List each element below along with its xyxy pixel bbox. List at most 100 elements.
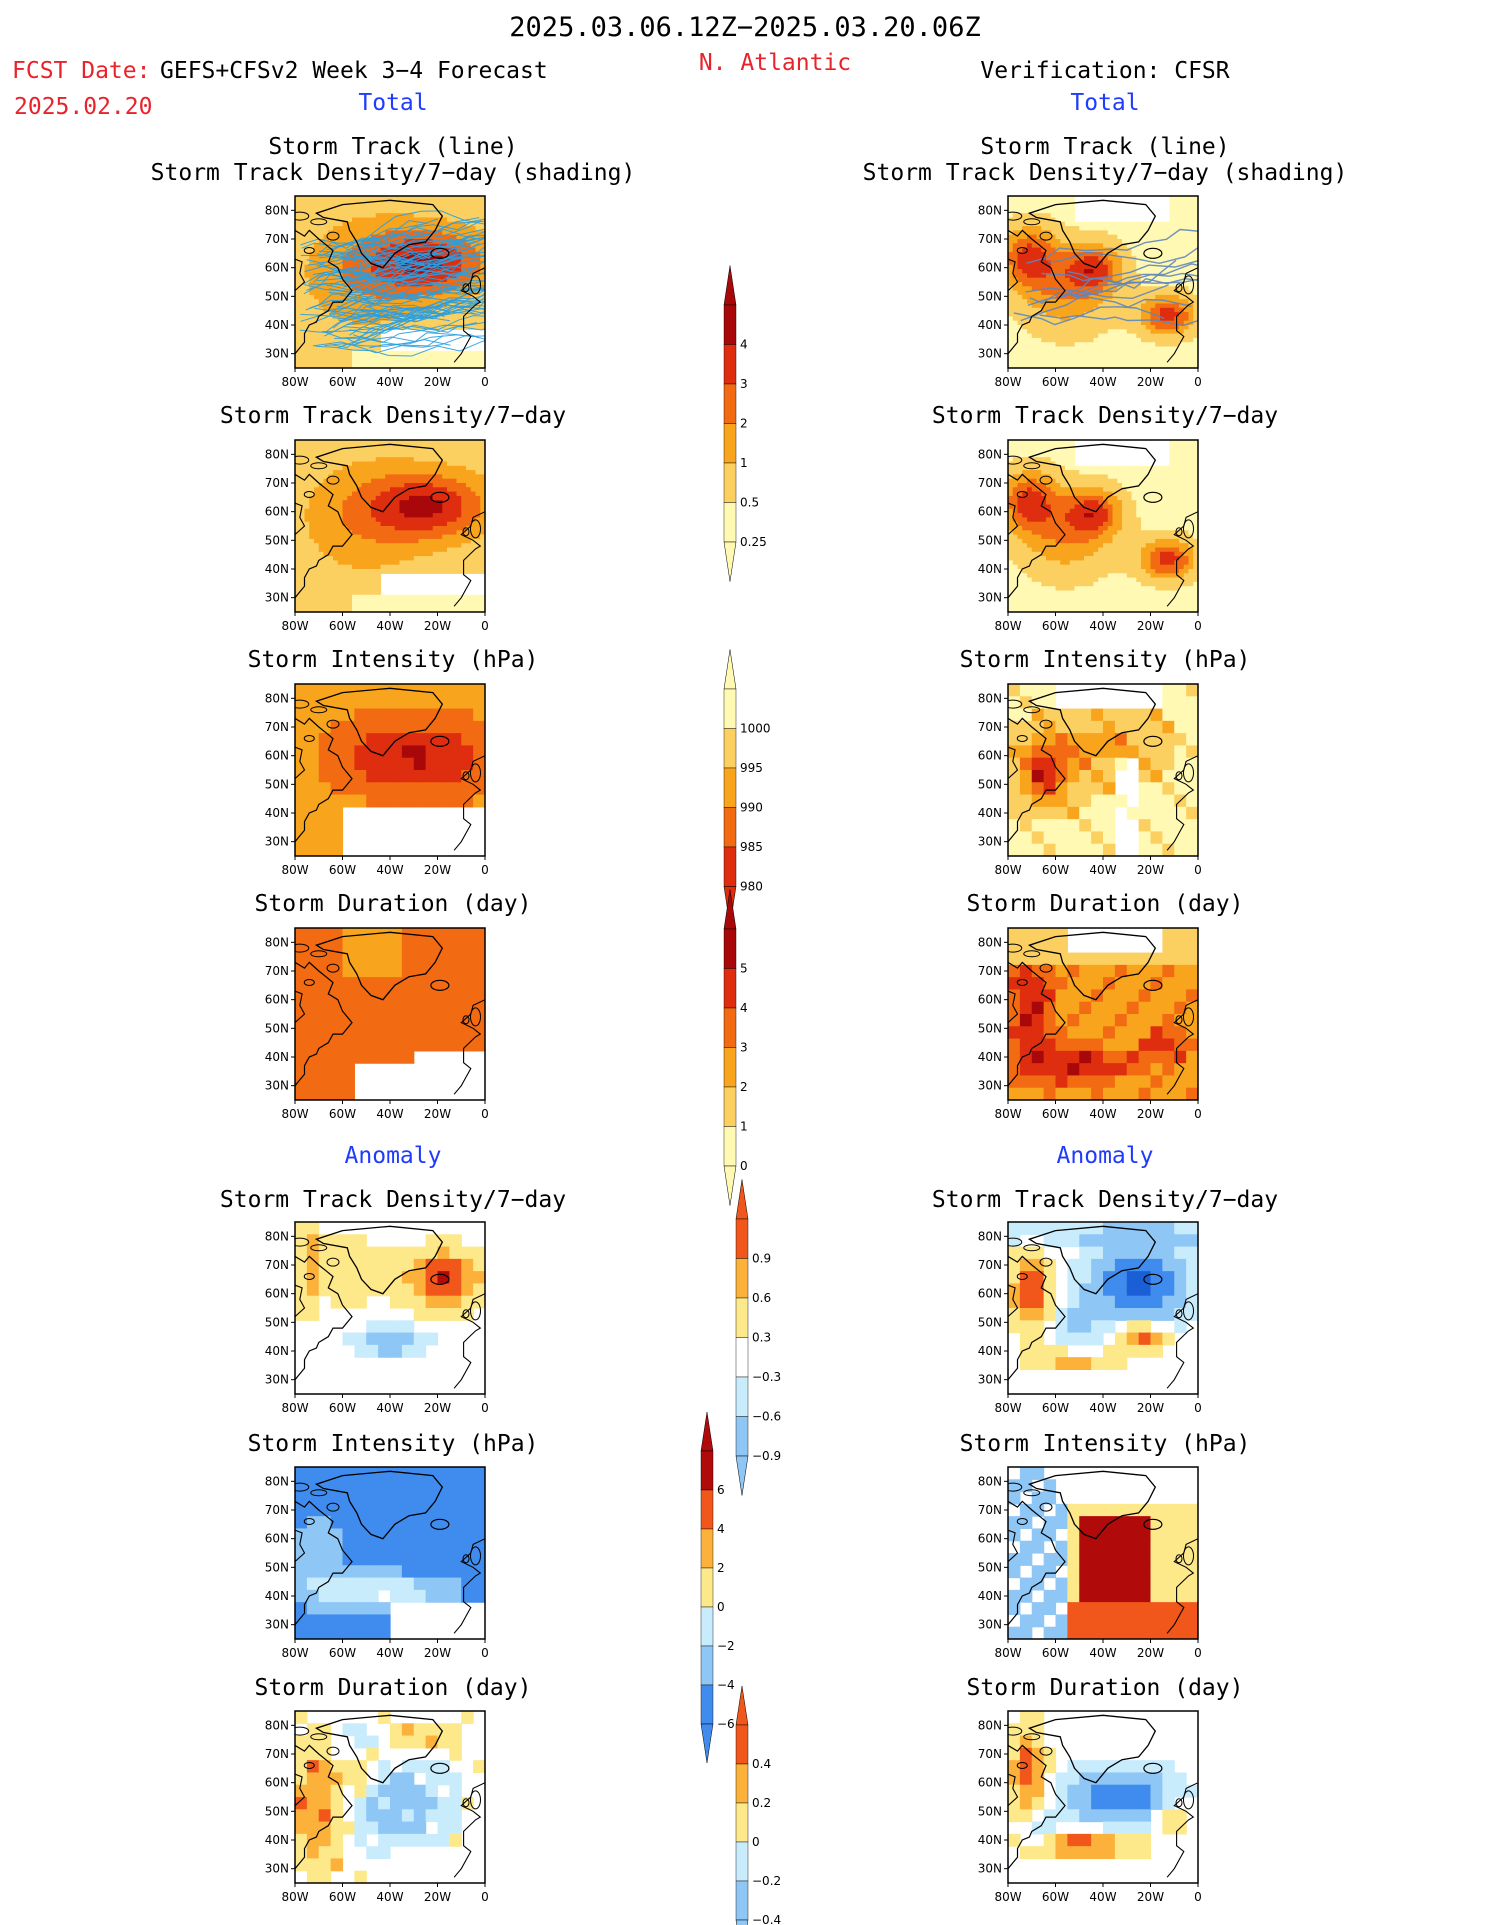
lon-tick-label: 20W — [1137, 375, 1164, 389]
lon-tick-label: 60W — [1042, 863, 1069, 877]
lat-tick-label: 60N — [978, 993, 1002, 1007]
title-duration-left: Storm Duration (day) — [254, 891, 532, 917]
coastline — [295, 199, 485, 363]
colorbar-label: 995 — [740, 761, 763, 775]
lon-tick-label: 0 — [1194, 1646, 1202, 1660]
coastline — [295, 931, 485, 1095]
colorbar-label: 2 — [740, 1080, 748, 1094]
coastline — [1008, 443, 1198, 607]
lon-tick-label: 40W — [1089, 619, 1116, 633]
colorbar-label: 5 — [740, 962, 748, 976]
title-anom-density-right: Storm Track Density/7−day — [931, 1187, 1279, 1213]
lon-tick-label: 0 — [1194, 1107, 1202, 1121]
colorbar-label: 0.5 — [740, 496, 759, 510]
lon-tick-label: 0 — [481, 1401, 489, 1415]
verification-label: Verification: CFSR — [980, 58, 1230, 84]
lon-tick-label: 40W — [376, 1401, 403, 1415]
lat-tick-label: 70N — [978, 1503, 1002, 1517]
lat-tick-label: 80N — [265, 1718, 289, 1732]
lon-tick-label: 40W — [376, 1646, 403, 1660]
lat-tick-label: 50N — [265, 777, 289, 791]
lon-tick-label: 0 — [481, 375, 489, 389]
lon-tick-label: 20W — [424, 863, 451, 877]
lat-tick-label: 30N — [978, 1862, 1002, 1876]
lon-tick-label: 80W — [994, 375, 1021, 389]
lat-tick-label: 70N — [265, 1503, 289, 1517]
lon-tick-label: 80W — [994, 1107, 1021, 1121]
title-track-density-left: Storm Track Density/7−day — [219, 403, 567, 429]
lat-tick-label: 30N — [265, 1862, 289, 1876]
lon-tick-label: 60W — [329, 1890, 356, 1904]
lat-tick-label: 80N — [978, 1474, 1002, 1488]
lat-tick-label: 70N — [978, 476, 1002, 490]
colorbar-density-anom: 0.9 0.6 0.3 −0.3 −0.6 −0.9 — [735, 1179, 781, 1496]
lat-tick-label: 60N — [265, 1776, 289, 1790]
title-track-line-right: Storm Track (line) — [980, 134, 1230, 160]
title-anom-density-left: Storm Track Density/7−day — [219, 1187, 567, 1213]
lat-tick-label: 70N — [265, 1747, 289, 1761]
lat-tick-label: 30N — [265, 591, 289, 605]
lon-tick-label: 0 — [481, 863, 489, 877]
lat-tick-label: 50N — [265, 289, 289, 303]
colorbar-label: 0 — [752, 1835, 760, 1849]
colorbar-label: 0 — [717, 1600, 725, 1614]
lon-tick-label: 80W — [281, 619, 308, 633]
lon-tick-label: 20W — [424, 1890, 451, 1904]
map-anom-intensity-obs: 80W 60W 40W 20W 0 80N 70N 60N 50N 40N 30N — [978, 1466, 1202, 1660]
lat-tick-label: 60N — [978, 505, 1002, 519]
lat-tick-label: 60N — [265, 1532, 289, 1546]
lat-tick-label: 50N — [978, 289, 1002, 303]
map-density-fcst: 80W 60W 40W 20W 0 80N 70N 60N 50N 40N 30N — [265, 439, 489, 633]
colorbar-label: −0.9 — [752, 1449, 781, 1463]
lon-tick-label: 60W — [329, 1646, 356, 1660]
colorbar-label: 4 — [717, 1522, 725, 1536]
lat-tick-label: 70N — [978, 720, 1002, 734]
colorbar-label: 2 — [717, 1561, 725, 1575]
coastline — [295, 687, 485, 851]
title-intensity-left: Storm Intensity (hPa) — [247, 647, 539, 673]
colorbar-label: 0.4 — [752, 1757, 771, 1771]
lat-tick-label: 70N — [265, 1258, 289, 1272]
lat-tick-label: 70N — [978, 964, 1002, 978]
lat-tick-label: 80N — [978, 935, 1002, 949]
lat-tick-label: 80N — [265, 1474, 289, 1488]
shaded-field — [295, 684, 485, 856]
coastline — [1008, 687, 1198, 851]
lon-tick-label: 20W — [424, 1646, 451, 1660]
lat-tick-label: 80N — [978, 1718, 1002, 1732]
lon-tick-label: 20W — [1137, 1107, 1164, 1121]
lon-tick-label: 80W — [994, 863, 1021, 877]
map-intensity-fcst: 80W 60W 40W 20W 0 80N 70N 60N 50N 40N 30N — [265, 683, 489, 877]
fcst-model-label: GEFS+CFSv2 Week 3−4 Forecast — [160, 58, 548, 84]
lon-tick-label: 0 — [481, 1107, 489, 1121]
lon-tick-label: 40W — [376, 375, 403, 389]
lon-tick-label: 80W — [994, 619, 1021, 633]
shaded-field — [295, 1222, 485, 1358]
colorbar-label: 1 — [740, 1120, 748, 1134]
title-track-density-right: Storm Track Density/7−day — [931, 403, 1279, 429]
lat-tick-label: 40N — [978, 806, 1002, 820]
colorbar-label: 0.25 — [740, 535, 767, 549]
lon-tick-label: 20W — [1137, 863, 1164, 877]
lon-tick-label: 80W — [281, 1890, 308, 1904]
lat-tick-label: 30N — [978, 347, 1002, 361]
lon-tick-label: 40W — [1089, 1401, 1116, 1415]
lat-tick-label: 70N — [978, 232, 1002, 246]
lon-tick-label: 40W — [376, 1890, 403, 1904]
lat-tick-label: 50N — [978, 1021, 1002, 1035]
lon-tick-label: 60W — [329, 375, 356, 389]
colorbar-label: 0 — [740, 1159, 748, 1173]
lat-tick-label: 80N — [978, 691, 1002, 705]
coastline — [1008, 1225, 1198, 1389]
colorbar-label: 990 — [740, 801, 763, 815]
coastline — [295, 443, 485, 607]
colorbar-label: 0.9 — [752, 1252, 771, 1266]
lat-tick-label: 30N — [978, 835, 1002, 849]
lat-tick-label: 50N — [265, 1804, 289, 1818]
lon-tick-label: 40W — [1089, 1890, 1116, 1904]
lon-tick-label: 20W — [424, 1107, 451, 1121]
lat-tick-label: 80N — [265, 691, 289, 705]
title-anom-duration-right: Storm Duration (day) — [966, 1675, 1244, 1701]
lat-tick-label: 40N — [978, 562, 1002, 576]
lat-tick-label: 40N — [265, 1833, 289, 1847]
